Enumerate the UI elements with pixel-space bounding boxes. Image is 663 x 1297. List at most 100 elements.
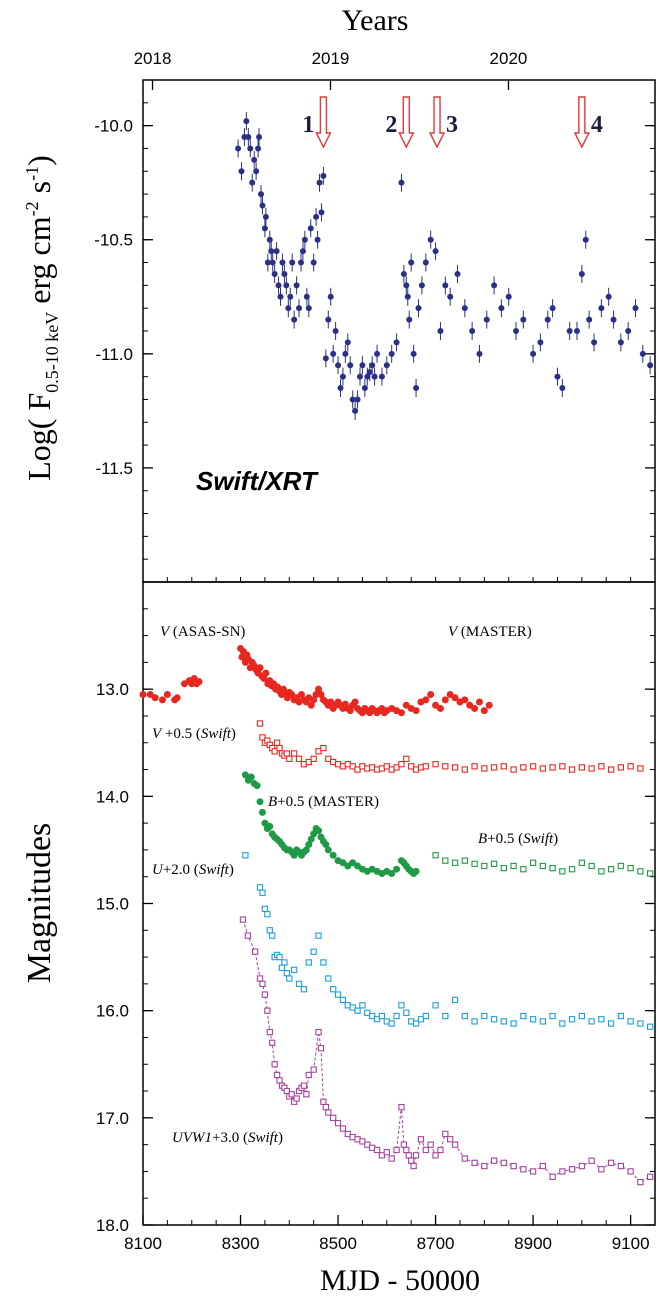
optical-point-1 <box>315 748 322 755</box>
optical-point-5 <box>303 1091 310 1098</box>
optical-point-1 <box>432 761 439 768</box>
optical-point-3 <box>646 870 654 877</box>
optical-point-5 <box>539 1162 546 1170</box>
optical-point-1 <box>510 766 517 773</box>
optical-point-4 <box>549 1012 556 1020</box>
xrt-point <box>461 305 468 312</box>
optical-point-0 <box>327 698 335 706</box>
optical-point-2 <box>354 862 362 870</box>
xrt-point <box>530 350 537 357</box>
optical-point-0 <box>180 680 188 688</box>
top-axis-label: Years <box>342 4 409 37</box>
optical-point-0 <box>451 694 459 702</box>
optical-point-4 <box>403 1009 410 1016</box>
xrt-point <box>249 179 256 186</box>
optical-point-1 <box>403 755 410 762</box>
xrt-point <box>356 373 363 380</box>
optical-point-3 <box>617 862 625 870</box>
optical-point-0 <box>195 678 203 686</box>
xrt-point <box>291 316 298 323</box>
optical-point-5 <box>378 1152 386 1159</box>
xrt-point <box>313 213 320 220</box>
optical-point-5 <box>383 1148 390 1156</box>
optical-point-3 <box>461 857 468 864</box>
xrt-point <box>339 373 346 380</box>
optical-point-4 <box>242 852 249 859</box>
optical-point-0 <box>471 704 479 712</box>
xrt-point <box>330 350 337 357</box>
xrt-point <box>413 385 420 392</box>
xrt-point <box>418 282 425 289</box>
xrt-point <box>406 316 413 323</box>
optical-point-0 <box>485 701 493 709</box>
uvw1-connector <box>242 919 651 1183</box>
epoch-arrow-1 <box>315 96 332 149</box>
optical-point-5 <box>317 1045 325 1052</box>
xrt-point <box>273 248 280 255</box>
optical-point-0 <box>146 691 154 699</box>
mag-tick-label-0: 13.0 <box>96 680 129 699</box>
optical-point-5 <box>432 1152 439 1159</box>
xrt-point <box>318 209 325 216</box>
xrt-y-axis-ticks: -10.0 -10.5 -11.0 -11.5 <box>94 102 655 560</box>
optical-point-5 <box>266 1028 273 1036</box>
optical-point-3 <box>510 862 517 870</box>
magnitude-axis-ticks: 13.0 14.0 15.0 16.0 17.0 18.0 <box>96 608 655 1235</box>
optical-point-5 <box>500 1159 507 1166</box>
optical-point-3 <box>442 857 449 864</box>
optical-point-2 <box>266 822 274 830</box>
optical-point-5 <box>607 1159 615 1166</box>
optical-point-1 <box>539 765 546 772</box>
optical-point-0 <box>139 691 147 699</box>
optical-point-4 <box>646 1023 654 1030</box>
optical-point-5 <box>239 916 247 923</box>
xrt-point <box>598 305 605 312</box>
optical-point-5 <box>627 1168 634 1175</box>
optical-point-4 <box>261 905 269 913</box>
optical-point-4 <box>334 991 342 998</box>
optical-point-5 <box>617 1162 625 1170</box>
optical-point-0 <box>256 664 264 672</box>
optical-point-5 <box>315 1028 322 1036</box>
optical-point-4 <box>388 1020 395 1027</box>
xrt-point <box>617 339 624 346</box>
optical-point-4 <box>283 970 290 977</box>
optical-point-1 <box>451 764 459 771</box>
optical-point-4 <box>364 1009 371 1016</box>
optical-point-5 <box>271 1061 278 1068</box>
xrt-point <box>307 225 314 232</box>
optical-point-5 <box>393 1146 400 1154</box>
optical-point-4 <box>300 986 308 993</box>
xrt-point <box>554 373 561 380</box>
optical-point-5 <box>344 1130 351 1138</box>
xrt-point <box>625 328 632 334</box>
optical-point-4 <box>281 959 288 966</box>
xrt-point <box>235 145 242 152</box>
optical-point-2 <box>315 827 323 835</box>
optical-point-2 <box>412 867 420 875</box>
xrt-point <box>559 385 566 392</box>
xrt-point <box>537 339 544 346</box>
xrt-point <box>279 259 286 266</box>
optical-point-1 <box>310 755 317 762</box>
flux-label-prefix: Log( F <box>21 393 57 481</box>
mjd-tick-label-0: 8100 <box>124 1234 162 1253</box>
optical-point-4 <box>256 884 264 891</box>
optical-point-5 <box>398 1103 405 1111</box>
xrt-point <box>253 168 260 175</box>
optical-point-0 <box>432 701 440 709</box>
optical-point-0 <box>151 694 159 702</box>
optical-point-4 <box>588 1018 595 1025</box>
xrt-point <box>578 270 585 277</box>
optical-point-2 <box>241 771 249 779</box>
optical-point-5 <box>405 1152 412 1159</box>
xrt-point <box>344 339 351 346</box>
optical-point-1 <box>273 739 281 746</box>
optical-point-0 <box>163 691 171 699</box>
xrt-point <box>342 350 349 357</box>
xrt-point <box>513 328 520 334</box>
optical-point-4 <box>354 1007 361 1014</box>
xrt-point <box>337 385 344 392</box>
xrt-point <box>415 305 422 312</box>
